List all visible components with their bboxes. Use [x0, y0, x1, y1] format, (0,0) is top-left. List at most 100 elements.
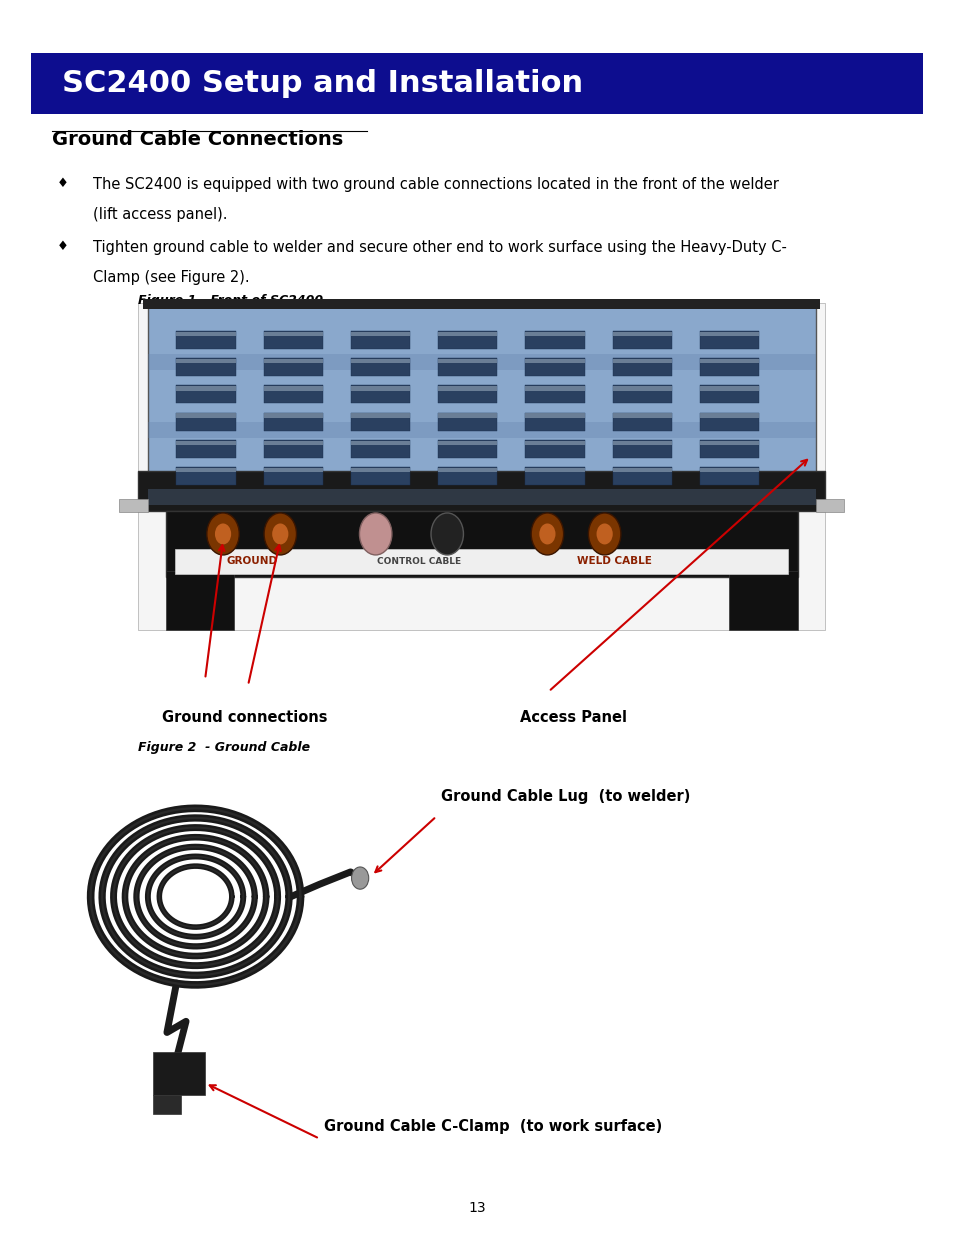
Bar	[148, 489, 815, 505]
Bar	[700, 331, 759, 348]
Bar	[728, 572, 797, 630]
Bar	[437, 412, 497, 431]
Circle shape	[538, 524, 555, 545]
Bar	[437, 468, 497, 472]
Bar	[176, 441, 235, 445]
Bar	[700, 414, 759, 417]
Circle shape	[431, 513, 463, 555]
Bar	[263, 467, 323, 485]
Bar	[148, 421, 815, 438]
Bar	[612, 441, 671, 445]
Circle shape	[596, 524, 612, 545]
Text: The SC2400 is equipped with two ground cable connections located in the front of: The SC2400 is equipped with two ground c…	[93, 177, 779, 191]
Bar	[176, 385, 235, 404]
Bar	[525, 387, 584, 390]
Bar	[700, 441, 759, 445]
Bar	[176, 358, 235, 377]
Text: 13: 13	[468, 1200, 485, 1215]
Bar	[176, 332, 235, 336]
Text: Figure 1 - Front of SC2400: Figure 1 - Front of SC2400	[138, 294, 323, 308]
Text: ♦: ♦	[57, 177, 69, 190]
Text: Clamp (see Figure 2).: Clamp (see Figure 2).	[93, 270, 250, 285]
Bar	[612, 414, 671, 417]
Bar	[525, 332, 584, 336]
Bar	[700, 468, 759, 472]
Bar	[437, 358, 497, 377]
Bar	[351, 467, 410, 485]
Bar	[351, 332, 410, 336]
Bar	[700, 332, 759, 336]
Circle shape	[531, 513, 563, 555]
Bar	[612, 468, 671, 472]
Bar	[525, 359, 584, 363]
Text: Ground Cable Connections: Ground Cable Connections	[52, 130, 343, 148]
Bar	[351, 331, 410, 348]
Text: CONTROL CABLE: CONTROL CABLE	[376, 557, 460, 566]
Bar	[351, 387, 410, 390]
Bar	[138, 472, 824, 511]
Bar	[612, 359, 671, 363]
Bar	[700, 412, 759, 431]
Bar	[176, 387, 235, 390]
Bar	[525, 412, 584, 431]
Bar	[351, 440, 410, 458]
Circle shape	[351, 867, 368, 889]
Bar	[525, 414, 584, 417]
Bar	[525, 331, 584, 348]
Bar	[525, 358, 584, 377]
Bar	[175, 548, 787, 574]
Bar	[148, 354, 815, 370]
Bar	[437, 359, 497, 363]
Bar	[525, 467, 584, 485]
Bar	[166, 572, 234, 630]
Bar	[176, 412, 235, 431]
Bar	[525, 440, 584, 458]
Bar	[437, 385, 497, 404]
Bar	[351, 358, 410, 377]
Circle shape	[207, 513, 239, 555]
Bar	[612, 387, 671, 390]
Bar	[138, 303, 824, 630]
Bar	[152, 1052, 205, 1095]
Text: (lift access panel).: (lift access panel).	[93, 207, 228, 222]
Bar	[351, 441, 410, 445]
Bar	[612, 440, 671, 458]
Bar	[612, 331, 671, 348]
Bar	[263, 468, 323, 472]
Bar	[263, 332, 323, 336]
Text: Tighten ground cable to welder and secure other end to work surface using the He: Tighten ground cable to welder and secur…	[93, 240, 786, 254]
Bar	[525, 468, 584, 472]
Bar	[437, 332, 497, 336]
Bar	[263, 412, 323, 431]
Circle shape	[272, 524, 288, 545]
Text: Ground connections: Ground connections	[162, 710, 327, 725]
Bar	[30, 53, 923, 114]
Bar	[143, 299, 820, 309]
Bar	[437, 440, 497, 458]
Bar	[176, 440, 235, 458]
Bar	[166, 511, 797, 578]
Text: Access Panel: Access Panel	[519, 710, 626, 725]
Bar	[176, 331, 235, 348]
Bar	[437, 414, 497, 417]
Bar	[263, 414, 323, 417]
Text: Ground Cable C-Clamp  (to work surface): Ground Cable C-Clamp (to work surface)	[324, 1119, 662, 1134]
Bar	[612, 385, 671, 404]
Bar	[263, 440, 323, 458]
Text: SC2400 Setup and Installation: SC2400 Setup and Installation	[62, 69, 582, 98]
Bar	[437, 387, 497, 390]
Bar	[700, 387, 759, 390]
Circle shape	[359, 513, 392, 555]
Bar	[176, 414, 235, 417]
Bar	[700, 385, 759, 404]
Text: Figure 2  - Ground Cable: Figure 2 - Ground Cable	[138, 741, 310, 755]
Bar	[815, 499, 843, 513]
Circle shape	[588, 513, 620, 555]
Text: Ground Cable Lug  (to welder): Ground Cable Lug (to welder)	[440, 789, 690, 804]
Bar	[351, 412, 410, 431]
Bar	[612, 467, 671, 485]
Bar	[263, 359, 323, 363]
Bar	[263, 331, 323, 348]
Text: WELD CABLE: WELD CABLE	[577, 557, 651, 567]
Bar	[119, 499, 148, 513]
